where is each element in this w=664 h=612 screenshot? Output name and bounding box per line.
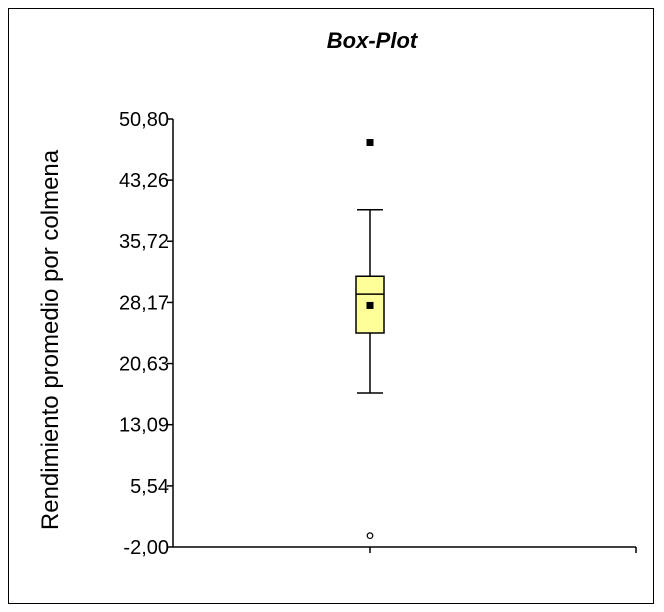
y-axis-label: Rendimiento promedio por colmena	[37, 149, 64, 530]
chart-title: Box-Plot	[327, 28, 419, 53]
y-tick-label: 13,09	[119, 415, 169, 437]
y-tick-label: 20,63	[119, 354, 169, 376]
outlier-point-filled	[366, 139, 374, 147]
y-tick-label: 28,17	[119, 292, 169, 314]
y-tick-label: 35,72	[119, 231, 169, 253]
y-tick-label: 43,26	[119, 170, 169, 192]
y-tick-label: 50,80	[119, 109, 169, 131]
y-tick-label: -2,00	[123, 537, 169, 559]
mean-marker	[366, 301, 374, 309]
outlier-point-open	[366, 532, 374, 540]
chart-frame	[8, 8, 654, 604]
y-tick-label: 5,54	[130, 476, 169, 498]
